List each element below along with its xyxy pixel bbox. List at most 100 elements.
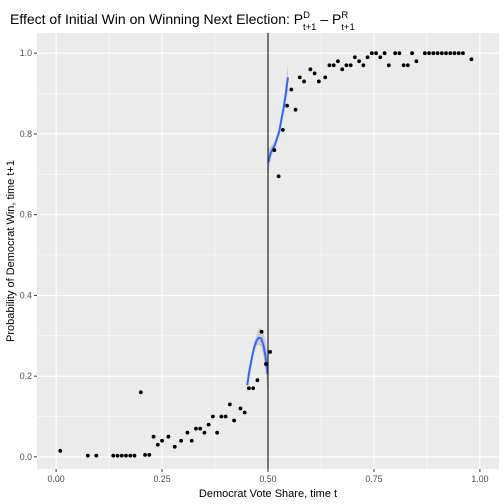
data-point	[189, 438, 194, 443]
x-tick-label: 1.00	[471, 474, 488, 484]
y-tick-label: 0.8	[20, 129, 32, 139]
data-point	[124, 453, 128, 458]
data-point	[94, 453, 99, 458]
title-superscript-d: D	[303, 10, 310, 21]
title-superscript-r: R	[341, 10, 348, 21]
data-point	[242, 410, 247, 415]
data-point	[348, 63, 353, 68]
data-point	[172, 444, 177, 449]
data-point	[386, 63, 391, 68]
data-point	[410, 51, 415, 56]
data-point	[255, 378, 260, 383]
chart-title: Effect of Initial Win on Winning Next El…	[10, 10, 355, 33]
data-point	[202, 430, 207, 435]
data-point	[223, 414, 228, 419]
data-point	[143, 452, 147, 457]
data-point	[238, 406, 243, 411]
data-point	[323, 75, 328, 80]
data-point	[297, 75, 302, 80]
data-point	[340, 67, 345, 72]
data-point	[259, 329, 264, 334]
data-point	[374, 51, 378, 56]
data-point	[401, 63, 406, 68]
data-point	[268, 350, 273, 354]
data-point	[405, 63, 410, 68]
data-point	[427, 51, 431, 56]
title-subscript-d: t+1	[303, 22, 316, 33]
data-point	[132, 453, 137, 458]
data-point	[431, 51, 436, 56]
data-point	[219, 414, 224, 419]
data-point	[232, 418, 236, 423]
data-point	[293, 107, 298, 112]
title-p-d: P	[294, 11, 303, 27]
data-point	[312, 71, 317, 76]
data-point	[285, 103, 289, 108]
fit-lines	[246, 77, 289, 386]
data-point	[378, 55, 383, 60]
x-tick-label: 0.75	[365, 474, 382, 484]
x-tick-label: 0.00	[48, 474, 65, 484]
data-point	[128, 453, 133, 458]
data-point	[393, 51, 398, 56]
fit-line-left	[246, 336, 269, 386]
y-tick-label: 0.0	[20, 452, 32, 462]
data-point	[198, 426, 203, 431]
title-p-r: P	[332, 11, 341, 27]
data-point	[179, 438, 184, 443]
data-point	[227, 402, 232, 407]
data-point	[456, 51, 461, 56]
y-tick-label: 0.2	[20, 371, 32, 381]
data-point	[331, 63, 336, 68]
data-point	[147, 452, 152, 457]
data-point	[435, 51, 440, 56]
title-text: Effect of Initial Win on Winning Next El…	[10, 11, 294, 27]
data-point	[444, 51, 448, 56]
data-point	[160, 438, 164, 443]
data-point	[361, 63, 366, 68]
data-point	[185, 430, 190, 435]
data-point	[194, 426, 198, 431]
data-point	[369, 51, 374, 56]
y-tick-label: 0.4	[20, 290, 32, 300]
data-point	[422, 51, 427, 56]
data-point	[352, 55, 357, 60]
data-point	[58, 448, 63, 453]
title-subscript-r: t+1	[341, 22, 354, 33]
data-point	[115, 453, 120, 458]
data-points	[58, 51, 474, 458]
data-point	[316, 79, 321, 84]
data-point	[439, 51, 444, 56]
data-point	[206, 422, 211, 427]
data-point	[397, 51, 402, 56]
data-point	[263, 362, 268, 366]
data-point	[365, 55, 370, 60]
data-point	[327, 63, 332, 68]
data-point	[215, 430, 220, 435]
data-point	[382, 51, 387, 56]
data-point	[111, 453, 116, 458]
data-point	[469, 57, 474, 62]
data-point	[151, 434, 156, 439]
data-point	[155, 442, 160, 447]
data-point	[308, 67, 313, 72]
data-point	[119, 453, 124, 458]
y-tick-label: 1.0	[20, 48, 32, 58]
data-point	[166, 434, 171, 439]
data-point	[138, 390, 143, 395]
y-axis-ticks: 0.0 0.2 0.4 0.6 0.8 1.0	[20, 48, 37, 462]
x-axis-title: Democrat Vote Share, time t	[199, 488, 337, 500]
data-point	[272, 148, 277, 152]
data-point	[247, 386, 251, 391]
data-point	[85, 453, 90, 458]
data-point	[251, 386, 256, 391]
x-tick-label: 0.25	[153, 474, 170, 484]
data-point	[461, 51, 465, 56]
data-point	[211, 414, 215, 419]
x-tick-label: 0.50	[259, 474, 276, 484]
x-axis-ticks: 0.00 0.25 0.50 0.75 1.00	[48, 469, 489, 484]
y-axis-title: Probability of Democrat Win, time t+1	[5, 160, 17, 342]
data-point	[452, 51, 457, 56]
title-minus: –	[316, 11, 332, 27]
